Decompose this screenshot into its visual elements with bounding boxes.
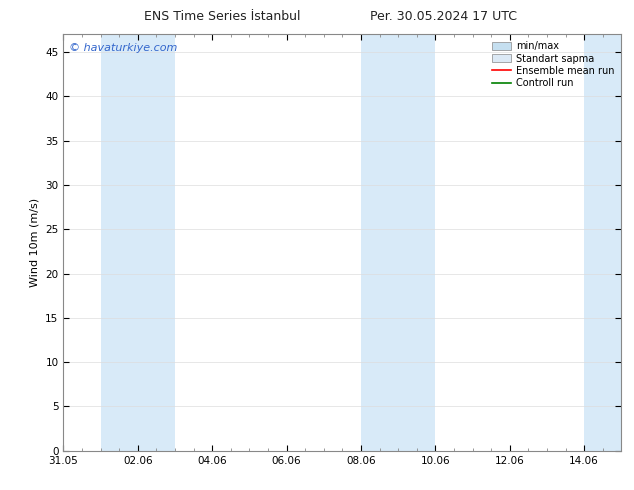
Legend: min/max, Standart sapma, Ensemble mean run, Controll run: min/max, Standart sapma, Ensemble mean r… <box>489 39 616 90</box>
Bar <box>584 34 621 451</box>
Bar <box>101 34 175 451</box>
Text: ENS Time Series İstanbul: ENS Time Series İstanbul <box>144 10 300 23</box>
Y-axis label: Wind 10m (m/s): Wind 10m (m/s) <box>30 198 40 287</box>
Bar <box>361 34 436 451</box>
Text: Per. 30.05.2024 17 UTC: Per. 30.05.2024 17 UTC <box>370 10 517 23</box>
Text: © havaturkiye.com: © havaturkiye.com <box>69 43 178 52</box>
